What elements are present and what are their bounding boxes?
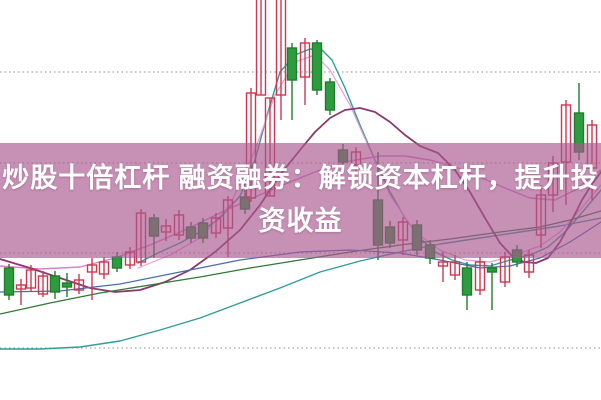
candle-up (25, 269, 37, 289)
candle-down (286, 47, 298, 81)
headline-banner: 炒股十倍杠杆 融资融券：解锁资本杠杆，提升投 资收益 (0, 143, 601, 258)
candle-up (255, 0, 267, 96)
candle-up (98, 261, 110, 275)
candle-up (86, 264, 98, 273)
candle-down (3, 267, 15, 296)
headline-line-1: 炒股十倍杠杆 融资融券：解锁资本杠杆，提升投 (2, 163, 599, 193)
candle-up (474, 261, 486, 291)
candle-down (461, 267, 473, 296)
candle-up (73, 279, 85, 291)
candle-down (311, 42, 323, 91)
candle-down (486, 267, 498, 273)
candle-up (437, 261, 449, 267)
ma-dark-purple (0, 107, 601, 293)
candle-down (61, 282, 73, 288)
candle-up (449, 261, 461, 276)
candle-up (37, 275, 49, 295)
candle-down (49, 275, 61, 293)
candle-down (111, 256, 123, 269)
candle-up (15, 284, 27, 290)
candle-up (299, 42, 311, 78)
candle-down (324, 81, 336, 111)
candle-up (275, 0, 287, 96)
headline-line-2: 资收益 (258, 206, 343, 236)
